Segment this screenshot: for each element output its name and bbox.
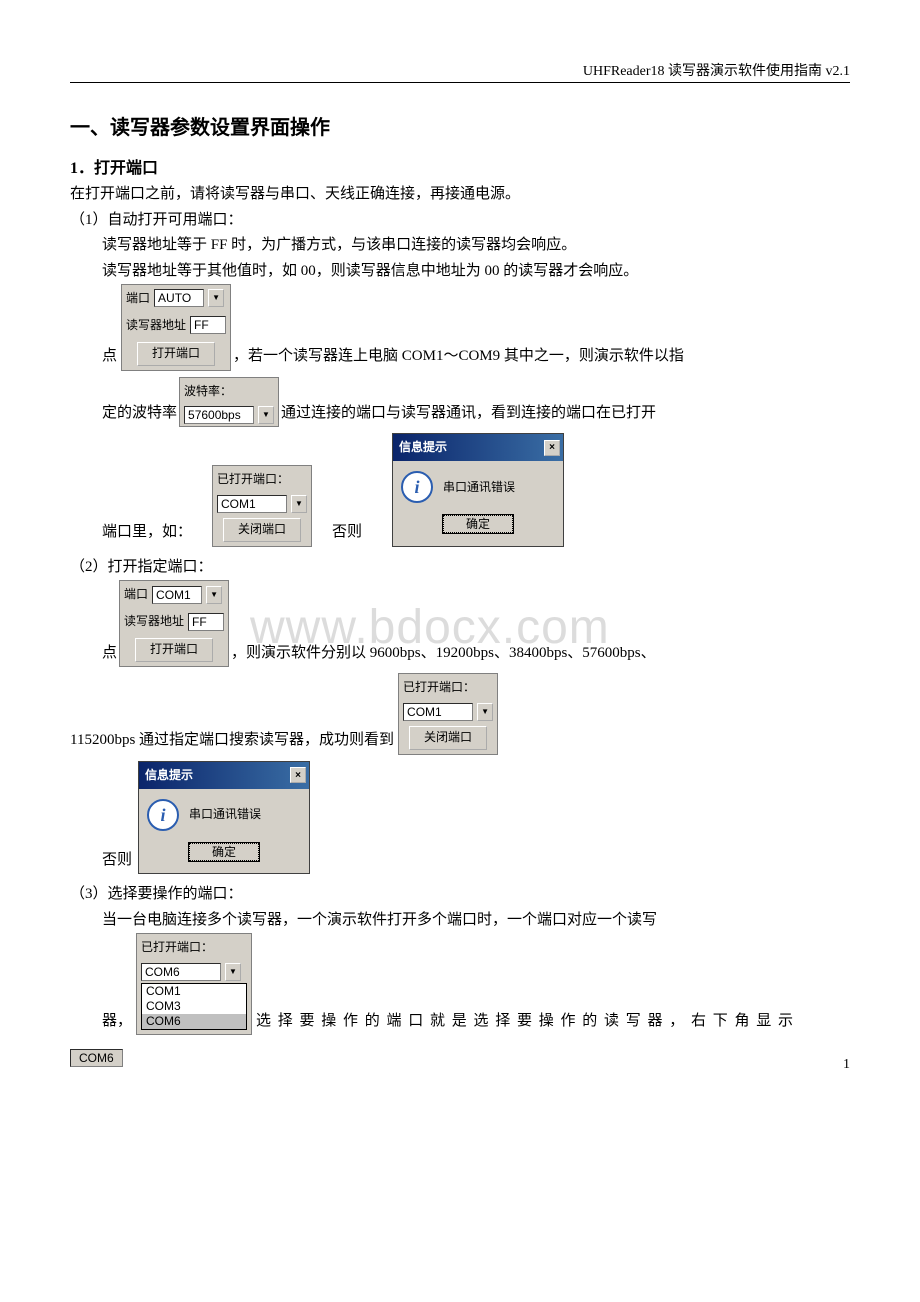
dropdown-icon[interactable]: ▼ xyxy=(258,406,274,424)
text: 选 择 要 操 作 的 端 口 就 是 选 择 要 操 作 的 读 写 器 ， … xyxy=(256,1007,795,1036)
section-1-line-1: 读写器地址等于 FF 时，为广播方式，与该串口连接的读写器均会响应。 xyxy=(70,233,850,259)
opened-port-label: 已打开端口： xyxy=(141,936,213,959)
section-3-title: （3）选择要操作的端口： xyxy=(70,882,850,908)
opened-port-label: 已打开端口： xyxy=(403,676,475,699)
dropdown-icon[interactable]: ▼ xyxy=(477,703,493,721)
error-dialog: 信息提示 × i 串口通讯错误 确定 xyxy=(138,761,310,875)
baud-label: 波特率： xyxy=(184,380,232,403)
text: 端口里，如： xyxy=(102,518,192,547)
opened-port-field[interactable]: COM6 xyxy=(141,963,221,981)
port-dropdown-list[interactable]: COM1 COM3 COM6 xyxy=(141,983,247,1030)
text: 定的波特率 xyxy=(102,399,177,428)
list-item[interactable]: COM1 xyxy=(142,984,246,999)
close-icon[interactable]: × xyxy=(290,767,306,783)
heading-2: 1．打开端口 xyxy=(70,154,850,178)
opened-port-panel: 已打开端口： COM1 ▼ 关闭端口 xyxy=(212,465,312,547)
list-item[interactable]: COM3 xyxy=(142,999,246,1014)
status-port-chip: COM6 xyxy=(70,1049,123,1067)
text: 115200bps 通过指定端口搜索读写器，成功则看到 xyxy=(70,726,394,755)
port-label: 端口 xyxy=(126,287,150,310)
text: 否则 xyxy=(332,518,362,547)
addr-label: 读写器地址 xyxy=(124,610,184,633)
dialog-message: 串口通讯错误 xyxy=(189,803,261,826)
port-label: 端口 xyxy=(124,583,148,606)
dropdown-icon[interactable]: ▼ xyxy=(206,586,222,604)
close-port-button[interactable]: 关闭端口 xyxy=(223,518,301,542)
baud-panel: 波特率： 57600bps ▼ xyxy=(179,377,279,428)
dialog-message: 串口通讯错误 xyxy=(443,476,515,499)
text: ，若一个读写器连上电脑 COM1～COM9 其中之一，则演示软件以指 xyxy=(233,342,684,371)
dropdown-icon[interactable]: ▼ xyxy=(291,495,307,513)
text: 点 xyxy=(102,342,117,371)
opened-port-field[interactable]: COM1 xyxy=(217,495,287,513)
opened-port-select-panel: 已打开端口： COM6 ▼ COM1 COM3 COM6 xyxy=(136,933,252,1035)
baud-field[interactable]: 57600bps xyxy=(184,406,254,424)
addr-field[interactable]: FF xyxy=(188,613,224,631)
close-port-button[interactable]: 关闭端口 xyxy=(409,726,487,750)
info-icon: i xyxy=(147,799,179,831)
heading-1: 一、读写器参数设置界面操作 xyxy=(70,111,850,140)
close-icon[interactable]: × xyxy=(544,440,560,456)
open-port-button[interactable]: 打开端口 xyxy=(137,342,215,366)
port-field[interactable]: COM1 xyxy=(152,586,202,604)
section-1-line-2: 读写器地址等于其他值时，如 00，则读写器信息中地址为 00 的读写器才会响应。 xyxy=(70,259,850,285)
text: 器， xyxy=(102,1007,132,1036)
opened-port-field[interactable]: COM1 xyxy=(403,703,473,721)
ok-button[interactable]: 确定 xyxy=(189,843,259,861)
page-header: UHFReader18 读写器演示软件使用指南 v2.1 xyxy=(70,60,850,83)
info-icon: i xyxy=(401,471,433,503)
section-1-title: （1）自动打开可用端口： xyxy=(70,208,850,234)
dialog-title: 信息提示 xyxy=(145,764,193,787)
text: 通过连接的端口与读写器通讯，看到连接的端口在已打开 xyxy=(281,399,656,428)
section-2-title: （2）打开指定端口： xyxy=(70,555,850,581)
port-open-panel-auto: 端口 AUTO ▼ 读写器地址 FF 打开端口 xyxy=(121,284,231,371)
section-3-line-1: 当一台电脑连接多个读写器，一个演示软件打开多个端口时，一个端口对应一个读写 xyxy=(70,908,850,934)
intro-paragraph: 在打开端口之前，请将读写器与串口、天线正确连接，再接通电源。 xyxy=(70,182,850,208)
dropdown-icon[interactable]: ▼ xyxy=(208,289,224,307)
text: 点 xyxy=(102,639,117,668)
ok-button[interactable]: 确定 xyxy=(443,515,513,533)
text: ，则演示软件分别以 9600bps、19200bps、38400bps、5760… xyxy=(231,639,656,668)
dialog-title: 信息提示 xyxy=(399,436,447,459)
open-port-button[interactable]: 打开端口 xyxy=(135,638,213,662)
port-open-panel-com1: 端口 COM1 ▼ 读写器地址 FF 打开端口 xyxy=(119,580,229,667)
error-dialog: 信息提示 × i 串口通讯错误 确定 xyxy=(392,433,564,547)
port-field[interactable]: AUTO xyxy=(154,289,204,307)
opened-port-label: 已打开端口： xyxy=(217,468,289,491)
addr-label: 读写器地址 xyxy=(126,314,186,337)
addr-field[interactable]: FF xyxy=(190,316,226,334)
list-item[interactable]: COM6 xyxy=(142,1014,246,1029)
dropdown-icon[interactable]: ▼ xyxy=(225,963,241,981)
opened-port-panel: 已打开端口： COM1 ▼ 关闭端口 xyxy=(398,673,498,755)
text: 否则 xyxy=(102,846,132,875)
